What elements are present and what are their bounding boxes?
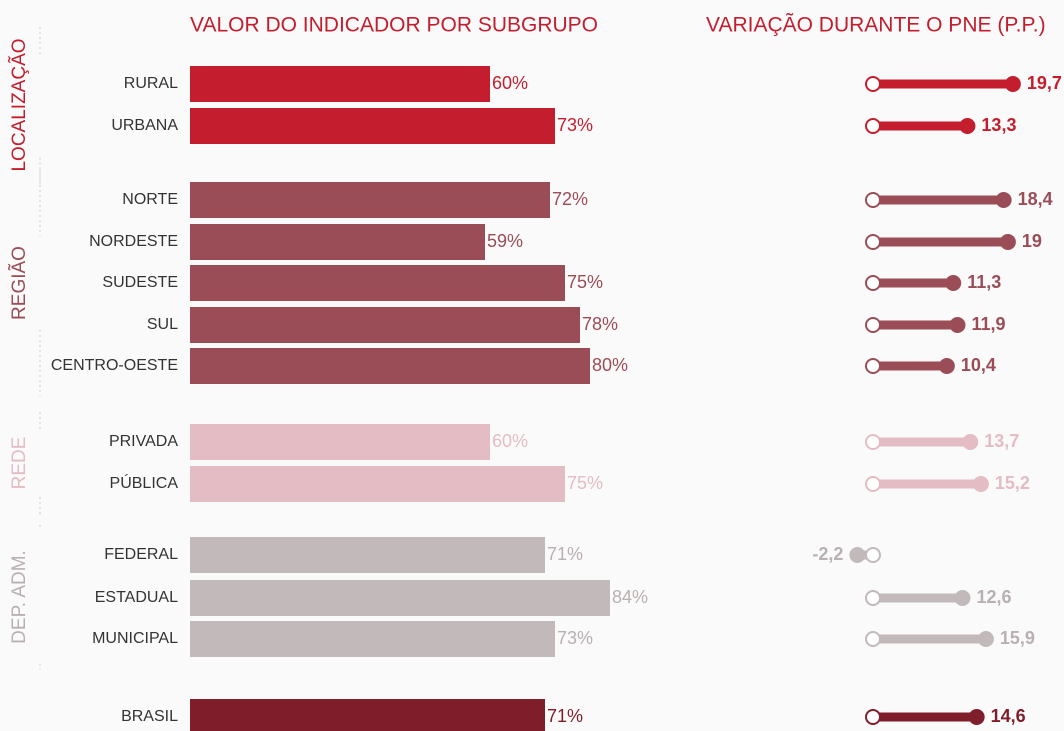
group-label: REGIÃO [8, 246, 30, 320]
value-label: 60% [492, 431, 528, 451]
category-label: NORDESTE [89, 233, 178, 250]
change-label: 11,9 [971, 314, 1005, 334]
change-label: 10,4 [961, 355, 996, 375]
value-label: 73% [557, 628, 593, 648]
category-label: PÚBLICA [110, 473, 179, 492]
change-end [968, 709, 985, 725]
change-start [865, 192, 881, 208]
category-label: SUDESTE [102, 274, 178, 291]
value-label: 72% [552, 189, 588, 209]
change-label: 13,3 [981, 115, 1016, 135]
value-label: 71% [547, 706, 583, 726]
bar [190, 108, 555, 144]
value-label: 75% [567, 473, 603, 493]
change-start [865, 434, 881, 450]
change-start [865, 234, 881, 250]
change-start [865, 590, 881, 606]
value-label: 73% [557, 115, 593, 135]
bar [190, 182, 550, 218]
change-end [977, 631, 994, 647]
bar [190, 621, 555, 657]
value-label: 84% [612, 587, 648, 607]
category-label: URBANA [111, 117, 178, 134]
bar [190, 537, 545, 573]
change-start [865, 476, 881, 492]
change-label: 12,6 [976, 587, 1011, 607]
bar [190, 307, 580, 343]
value-label: 60% [492, 73, 528, 93]
change-start [865, 118, 881, 134]
change-label: 14,6 [991, 706, 1026, 726]
change-label: 19 [1022, 231, 1042, 251]
category-label: SUL [147, 316, 178, 333]
bar [190, 265, 565, 301]
bar [190, 699, 545, 731]
change-label: 19,7 [1027, 73, 1062, 93]
group-label: DEP. ADM. [9, 550, 30, 644]
change-end [945, 275, 962, 291]
change-end [959, 118, 976, 134]
value-label: 80% [592, 355, 628, 375]
category-label: PRIVADA [109, 433, 178, 450]
change-label: 11,3 [967, 272, 1001, 292]
change-start [865, 547, 881, 563]
change-end [938, 358, 955, 374]
value-label: 59% [487, 231, 523, 251]
change-label: -2,2 [812, 544, 843, 564]
change-end [999, 234, 1016, 250]
bar [190, 466, 565, 502]
group-label: REDE [9, 437, 30, 490]
value-label: 75% [567, 272, 603, 292]
change-end [972, 476, 989, 492]
category-label: RURAL [124, 75, 178, 92]
change-end [995, 192, 1012, 208]
category-label: FEDERAL [104, 546, 178, 563]
change-end [954, 590, 971, 606]
bar [190, 424, 490, 460]
bar-title: VALOR DO INDICADOR POR SUBGRUPO [190, 14, 598, 37]
change-end [1004, 76, 1021, 92]
bar [190, 348, 590, 384]
category-label: BRASIL [121, 708, 178, 725]
change-start [865, 275, 881, 291]
change-label: 13,7 [984, 431, 1019, 451]
change-label: 18,4 [1018, 189, 1053, 209]
value-label: 78% [582, 314, 618, 334]
bar [190, 580, 610, 616]
change-start [865, 709, 881, 725]
change-start [865, 317, 881, 333]
change-title: VARIAÇÃO DURANTE O PNE (P.P.) [706, 13, 1046, 37]
bar [190, 66, 490, 102]
change-end [849, 547, 866, 563]
value-label: 71% [547, 544, 583, 564]
group-label: LOCALIZAÇÃO [8, 38, 30, 171]
category-label: NORTE [122, 191, 178, 208]
change-label: 15,9 [1000, 628, 1035, 648]
change-label: 15,2 [995, 473, 1030, 493]
category-label: MUNICIPAL [92, 630, 178, 647]
change-start [865, 358, 881, 374]
change-end [962, 434, 979, 450]
change-end [949, 317, 966, 333]
category-label: CENTRO-OESTE [51, 357, 178, 374]
change-start [865, 631, 881, 647]
bar [190, 224, 485, 260]
change-start [865, 76, 881, 92]
category-label: ESTADUAL [95, 589, 178, 606]
